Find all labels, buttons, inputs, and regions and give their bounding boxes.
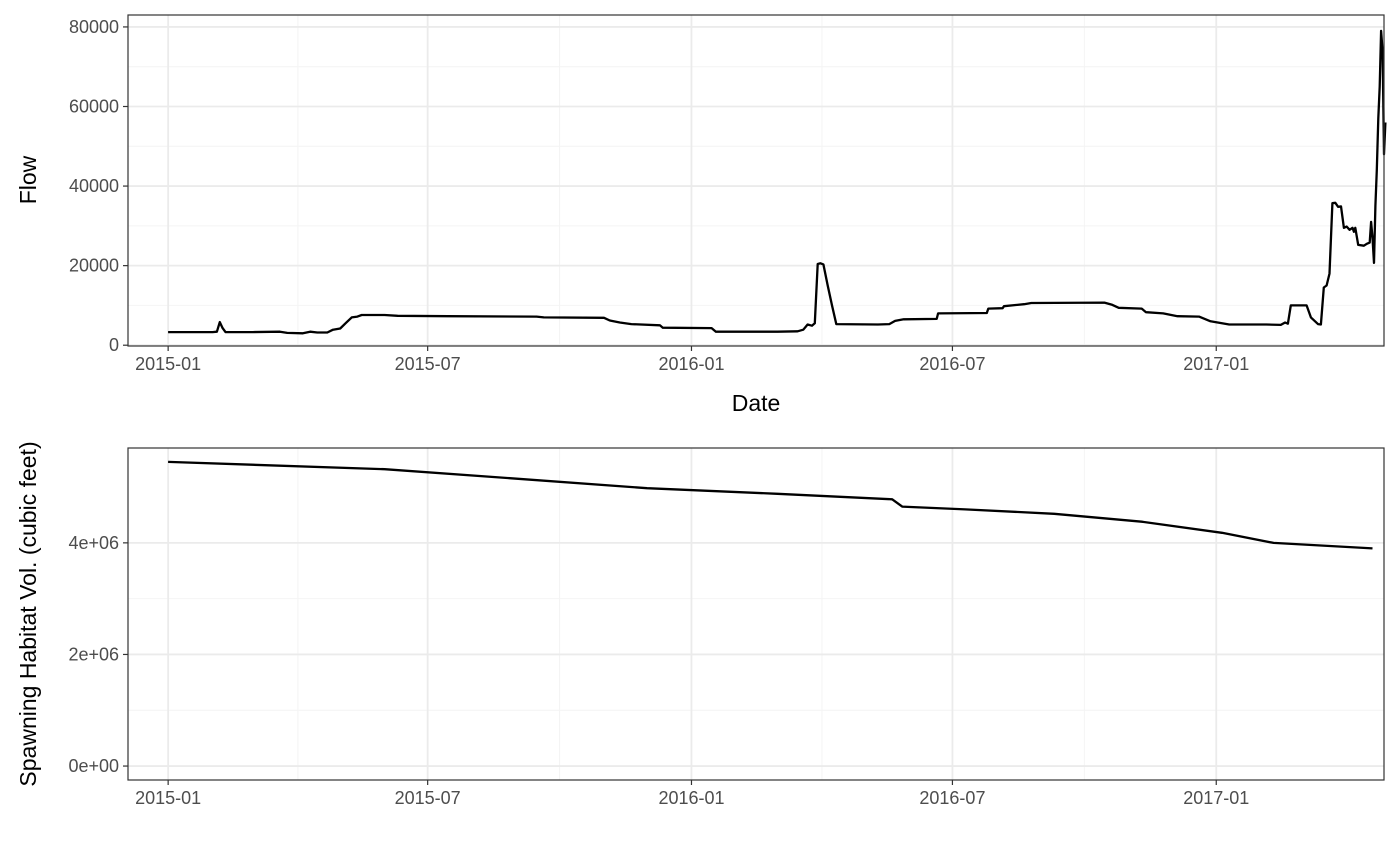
flow-y-tick-label: 80000 xyxy=(69,17,119,37)
flow-x-tick-label: 2016-01 xyxy=(658,354,724,374)
habitat-panel-border xyxy=(127,447,1385,781)
flow-x-tick-label: 2016-07 xyxy=(919,354,985,374)
habitat-y-tick-label: 0e+00 xyxy=(68,756,119,776)
flow-panel-border xyxy=(127,14,1385,347)
habitat-axes: 2015-01 2015-07 2016-01 2016-07 2017-01 0e+00… xyxy=(68,533,1249,808)
habitat-x-tick-label: 2017-01 xyxy=(1183,788,1249,808)
habitat-y-tick-label: 2e+06 xyxy=(68,644,119,664)
flow-y-tick-label: 40000 xyxy=(69,176,119,196)
habitat-series xyxy=(168,460,1373,550)
habitat-x-tick-label: 2015-07 xyxy=(395,788,461,808)
flow-y-tick-label: 60000 xyxy=(69,97,119,117)
habitat-y-axis-title: Spawning Habitat Vol. (cubic feet) xyxy=(15,441,41,786)
flow-gridlines xyxy=(128,15,1384,347)
habitat-volume-panel: 2015-01 2015-07 2016-01 2016-07 2017-01 0e+00… xyxy=(15,441,1385,808)
flow-series xyxy=(168,29,1387,335)
flow-series-line xyxy=(168,29,1387,335)
flow-x-tick-label: 2015-01 xyxy=(135,354,201,374)
habitat-panel-background xyxy=(128,448,1384,780)
flow-y-axis-title: Flow xyxy=(15,155,41,204)
flow-panel-background xyxy=(128,15,1384,346)
flow-axes: 2015-01 2015-07 2016-01 2016-07 2017-01 0 2000… xyxy=(69,17,1249,374)
habitat-x-tick-label: 2015-01 xyxy=(135,788,201,808)
habitat-x-tick-label: 2016-01 xyxy=(658,788,724,808)
flow-panel: 2015-01 2015-07 2016-01 2016-07 2017-01 0 2000… xyxy=(15,14,1387,416)
flow-x-axis-title: Date xyxy=(732,390,781,416)
habitat-y-tick-label: 4e+06 xyxy=(68,533,119,553)
habitat-gridlines xyxy=(128,448,1384,780)
flow-y-tick-label: 20000 xyxy=(69,256,119,276)
habitat-series-line xyxy=(168,460,1373,550)
flow-x-tick-label: 2017-01 xyxy=(1183,354,1249,374)
flow-x-tick-label: 2015-07 xyxy=(395,354,461,374)
habitat-x-tick-label: 2016-07 xyxy=(919,788,985,808)
flow-y-tick-label: 0 xyxy=(109,335,119,355)
